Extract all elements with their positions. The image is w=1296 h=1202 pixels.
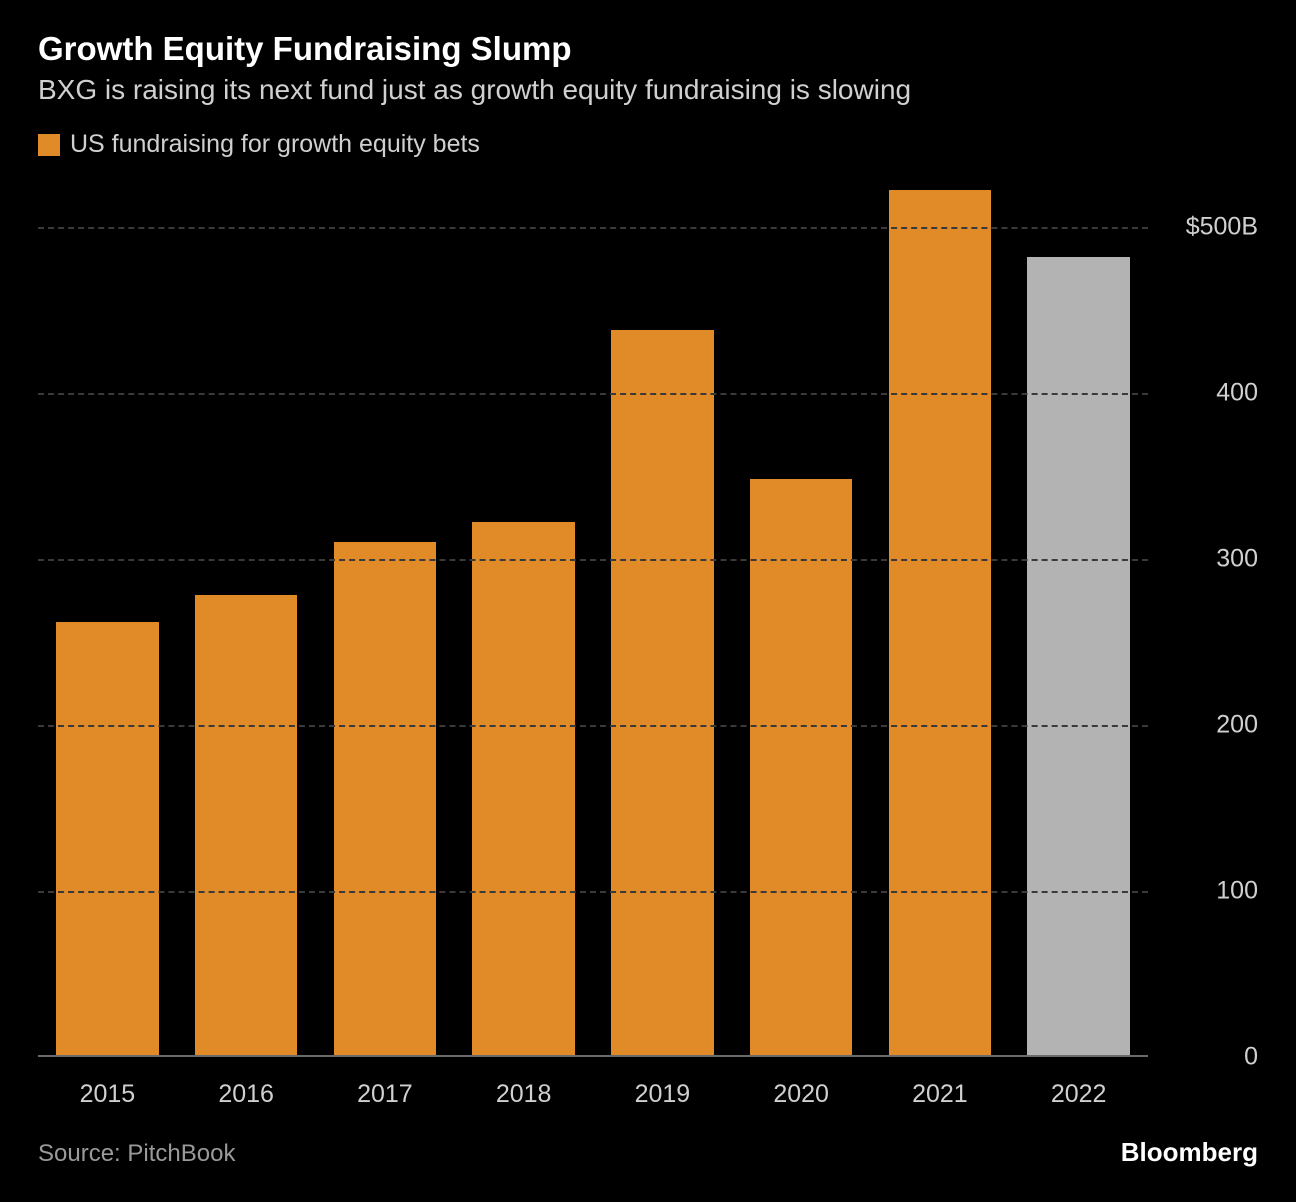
x-tick-label: 2016	[177, 1080, 316, 1109]
bar	[472, 522, 575, 1057]
plot-area	[38, 177, 1148, 1057]
x-tick-label: 2018	[454, 1080, 593, 1109]
y-tick-label: 100	[1198, 876, 1258, 905]
y-tick-label: $500B	[1168, 212, 1258, 241]
bar-slot	[1009, 177, 1148, 1057]
bar	[889, 190, 992, 1057]
x-tick-label: 2021	[871, 1080, 1010, 1109]
gridline	[38, 891, 1148, 893]
chart-area: 0100200300400$500B 201520162017201820192…	[38, 167, 1258, 1127]
bar-slot	[316, 177, 455, 1057]
bar-slot	[177, 177, 316, 1057]
bar-slot	[732, 177, 871, 1057]
brand-text: Bloomberg	[1121, 1137, 1258, 1168]
x-tick-label: 2022	[1009, 1080, 1148, 1109]
gridline	[38, 227, 1148, 229]
chart-title: Growth Equity Fundraising Slump	[38, 30, 1258, 68]
x-tick-label: 2015	[38, 1080, 177, 1109]
x-tick-label: 2020	[732, 1080, 871, 1109]
footer: Source: PitchBook Bloomberg	[38, 1137, 1258, 1172]
baseline	[38, 1055, 1148, 1057]
bar	[611, 330, 714, 1057]
bar-slot	[38, 177, 177, 1057]
bar-slot	[454, 177, 593, 1057]
gridline	[38, 393, 1148, 395]
gridline	[38, 559, 1148, 561]
bar	[56, 622, 159, 1057]
gridline	[38, 725, 1148, 727]
legend-swatch	[38, 134, 60, 156]
y-tick-label: 200	[1198, 710, 1258, 739]
bars-group	[38, 177, 1148, 1057]
y-tick-label: 300	[1198, 544, 1258, 573]
bar-slot	[871, 177, 1010, 1057]
y-axis: 0100200300400$500B	[1148, 177, 1258, 1057]
x-axis-labels: 20152016201720182019202020212022	[38, 1080, 1148, 1109]
bar	[195, 595, 298, 1057]
legend-label: US fundraising for growth equity bets	[70, 130, 480, 159]
bar-slot	[593, 177, 732, 1057]
bar	[750, 479, 853, 1057]
y-tick-label: 0	[1226, 1043, 1258, 1072]
chart-subtitle: BXG is raising its next fund just as gro…	[38, 74, 1258, 106]
chart-container: Growth Equity Fundraising Slump BXG is r…	[0, 0, 1296, 1202]
bar	[1027, 257, 1130, 1057]
legend: US fundraising for growth equity bets	[38, 130, 1258, 159]
source-text: Source: PitchBook	[38, 1140, 235, 1168]
y-tick-label: 400	[1198, 378, 1258, 407]
x-tick-label: 2017	[316, 1080, 455, 1109]
bar	[334, 542, 437, 1057]
x-tick-label: 2019	[593, 1080, 732, 1109]
